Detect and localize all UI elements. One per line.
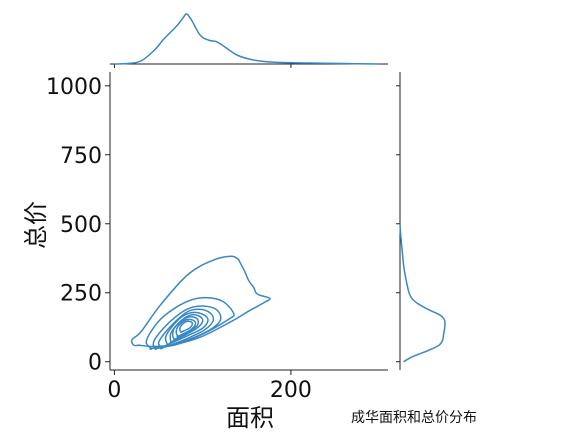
y-tick-label: 1000 [46, 75, 102, 100]
kde-contour-3 [157, 308, 215, 350]
tick-labels: 0 250 500 750 1000 0 200 [46, 75, 312, 403]
kde-contour-2 [152, 305, 222, 350]
y-tick-label: 0 [88, 351, 102, 376]
top-marginal-plot [110, 13, 388, 68]
kde-contour-5 [168, 313, 204, 345]
kde-contour-8 [178, 320, 194, 334]
top-marginal-density-line [114, 13, 380, 65]
y-tick-label: 750 [60, 144, 102, 169]
x-tick-label: 200 [270, 378, 312, 403]
kde-contour-6 [171, 315, 200, 342]
right-marginal-plot [396, 72, 446, 370]
y-axis-title: 总价 [22, 201, 50, 249]
y-tick-label: 500 [60, 213, 102, 238]
right-marginal-density-line [399, 223, 446, 363]
kde-contour-4 [164, 311, 209, 347]
y-tick-label: 250 [60, 282, 102, 307]
kde-contour-0 [130, 255, 271, 348]
x-tick-label: 0 [107, 378, 121, 403]
x-axis-title: 面积 [226, 404, 274, 432]
kde-contour-7 [175, 318, 197, 338]
joint-plot-area [105, 72, 388, 375]
chart-caption: 成华面积和总价分布 [351, 410, 477, 426]
